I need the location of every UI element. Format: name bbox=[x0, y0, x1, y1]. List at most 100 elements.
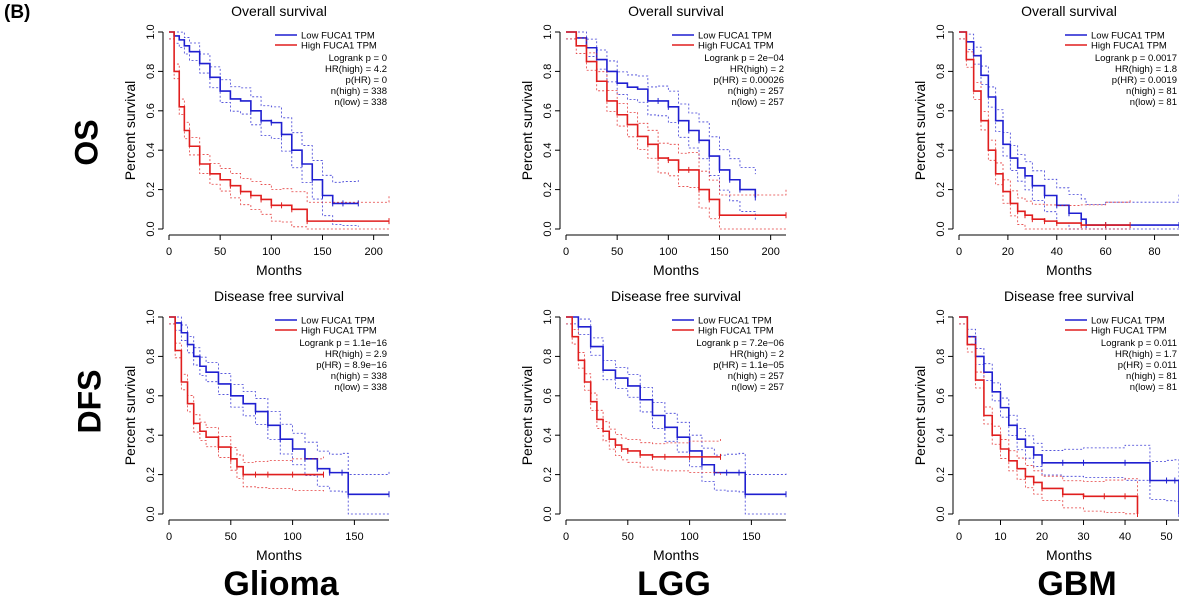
x-tick-label: 50 bbox=[214, 246, 226, 258]
stat-line: p(HR) = 1.1e−05 bbox=[713, 360, 784, 371]
x-tick-label: 40 bbox=[1119, 531, 1131, 543]
y-tick-label: 0.0 bbox=[145, 506, 157, 521]
x-axis-label: Months bbox=[1046, 262, 1092, 278]
x-tick-label: 100 bbox=[283, 531, 301, 543]
stat-line: HR(high) = 2 bbox=[730, 349, 784, 360]
chart-title: Disease free survival bbox=[611, 288, 741, 304]
y-tick-label: 0.2 bbox=[145, 182, 157, 197]
stat-line: HR(high) = 1.7 bbox=[1115, 349, 1177, 360]
y-axis-label: Percent survival bbox=[912, 366, 928, 466]
legend-label-high: High FUCA1 TPM bbox=[698, 326, 774, 337]
y-tick-label: 0.0 bbox=[542, 221, 554, 236]
survival-curve-low bbox=[959, 31, 1179, 226]
y-axis-label: Percent survival bbox=[122, 81, 138, 181]
y-tick-label: 0.8 bbox=[542, 349, 554, 364]
legend-label-high: High FUCA1 TPM bbox=[698, 41, 774, 52]
column-label-gbm: GBM bbox=[1037, 565, 1117, 603]
stat-line: n(low) = 338 bbox=[334, 382, 387, 393]
stat-line: n(high) = 81 bbox=[1126, 86, 1177, 97]
y-tick-label: 0.4 bbox=[542, 143, 554, 158]
survival-curve-low bbox=[169, 31, 359, 205]
y-tick-label: 1.0 bbox=[542, 309, 554, 324]
y-tick-label: 0.6 bbox=[145, 103, 157, 118]
chart-title: Disease free survival bbox=[1004, 288, 1134, 304]
stat-line: n(high) = 81 bbox=[1126, 371, 1177, 382]
ci-lower-low bbox=[169, 323, 389, 515]
y-tick-label: 0.2 bbox=[935, 467, 947, 482]
stat-line: Logrank p = 0.0017 bbox=[1095, 53, 1177, 64]
x-tick-label: 0 bbox=[956, 246, 962, 258]
ci-lower-low bbox=[959, 323, 1179, 514]
x-tick-label: 0 bbox=[956, 531, 962, 543]
x-axis-label: Months bbox=[653, 547, 699, 563]
legend-label-low: Low FUCA1 TPM bbox=[698, 31, 772, 42]
x-axis-label: Months bbox=[256, 262, 302, 278]
stat-line: n(low) = 257 bbox=[731, 382, 784, 393]
y-tick-label: 0.8 bbox=[935, 64, 947, 79]
x-tick-label: 150 bbox=[742, 531, 760, 543]
chart-title: Overall survival bbox=[628, 3, 724, 19]
y-tick-label: 0.0 bbox=[935, 506, 947, 521]
x-tick-label: 200 bbox=[761, 246, 779, 258]
x-tick-label: 100 bbox=[680, 531, 698, 543]
legend-label-high: High FUCA1 TPM bbox=[301, 41, 377, 52]
x-axis-label: Months bbox=[653, 262, 699, 278]
y-tick-label: 0.6 bbox=[935, 103, 947, 118]
ci-upper-high bbox=[959, 316, 1138, 496]
stat-line: n(low) = 338 bbox=[334, 97, 387, 108]
x-axis-label: Months bbox=[1046, 547, 1092, 563]
x-tick-label: 150 bbox=[345, 531, 363, 543]
x-tick-label: 50 bbox=[622, 531, 634, 543]
os-gbm-chart: Overall survival 0 20 40 60 80 0.0 0.2 0.4 0.6 0.8… bbox=[912, 3, 1179, 278]
y-tick-label: 0.0 bbox=[935, 221, 947, 236]
stat-line: n(low) = 81 bbox=[1130, 382, 1177, 393]
x-tick-label: 0 bbox=[563, 531, 569, 543]
x-tick-label: 100 bbox=[659, 246, 677, 258]
y-tick-label: 0.0 bbox=[145, 221, 157, 236]
ci-lower-high bbox=[169, 38, 389, 230]
stat-line: HR(high) = 2 bbox=[730, 64, 784, 75]
panel-label: (B) bbox=[4, 2, 31, 23]
y-tick-label: 0.2 bbox=[542, 467, 554, 482]
stat-line: n(high) = 257 bbox=[728, 86, 784, 97]
ci-upper-low bbox=[169, 316, 390, 475]
x-tick-label: 20 bbox=[1036, 531, 1048, 543]
x-tick-label: 0 bbox=[166, 531, 172, 543]
column-label-lgg: LGG bbox=[637, 565, 711, 603]
y-tick-label: 0.6 bbox=[542, 388, 554, 403]
stat-line: HR(high) = 2.9 bbox=[325, 349, 387, 360]
y-tick-label: 1.0 bbox=[935, 24, 947, 39]
y-tick-label: 0.4 bbox=[935, 143, 947, 158]
legend-label-low: Low FUCA1 TPM bbox=[301, 31, 375, 42]
x-tick-label: 20 bbox=[1002, 246, 1014, 258]
x-tick-label: 30 bbox=[1077, 531, 1089, 543]
ci-upper-low bbox=[959, 316, 1179, 494]
y-tick-label: 0.6 bbox=[935, 388, 947, 403]
y-axis-label: Percent survival bbox=[912, 81, 928, 181]
x-tick-label: 150 bbox=[313, 246, 331, 258]
stat-line: Logrank p = 7.2e−06 bbox=[696, 338, 784, 349]
stat-line: n(high) = 338 bbox=[331, 371, 387, 382]
x-tick-label: 50 bbox=[611, 246, 623, 258]
ci-lower-low bbox=[566, 38, 756, 221]
stat-line: p(HR) = 0.011 bbox=[1118, 360, 1177, 371]
legend-label-low: Low FUCA1 TPM bbox=[301, 316, 375, 327]
ci-lower-high bbox=[959, 38, 1131, 230]
y-axis-label: Percent survival bbox=[519, 366, 535, 466]
stat-line: p(HR) = 0.00026 bbox=[714, 75, 785, 86]
y-tick-label: 1.0 bbox=[542, 24, 554, 39]
stat-line: HR(high) = 1.8 bbox=[1115, 64, 1177, 75]
x-tick-label: 150 bbox=[710, 246, 728, 258]
stat-line: HR(high) = 4.2 bbox=[325, 64, 387, 75]
y-tick-label: 0.2 bbox=[935, 182, 947, 197]
chart-title: Disease free survival bbox=[214, 288, 344, 304]
ci-upper-high bbox=[169, 31, 390, 203]
y-tick-label: 0.0 bbox=[542, 506, 554, 521]
x-tick-label: 80 bbox=[1148, 246, 1160, 258]
x-tick-label: 0 bbox=[563, 246, 569, 258]
legend-label-low: Low FUCA1 TPM bbox=[698, 316, 772, 327]
row-label-os: OS bbox=[68, 119, 105, 166]
x-axis-label: Months bbox=[256, 547, 302, 563]
stat-line: Logrank p = 1.1e−16 bbox=[299, 338, 387, 349]
dfs-glioma-chart: Disease free survival 0 50 100 150 0.0 0.2 0.4 0… bbox=[122, 288, 390, 563]
